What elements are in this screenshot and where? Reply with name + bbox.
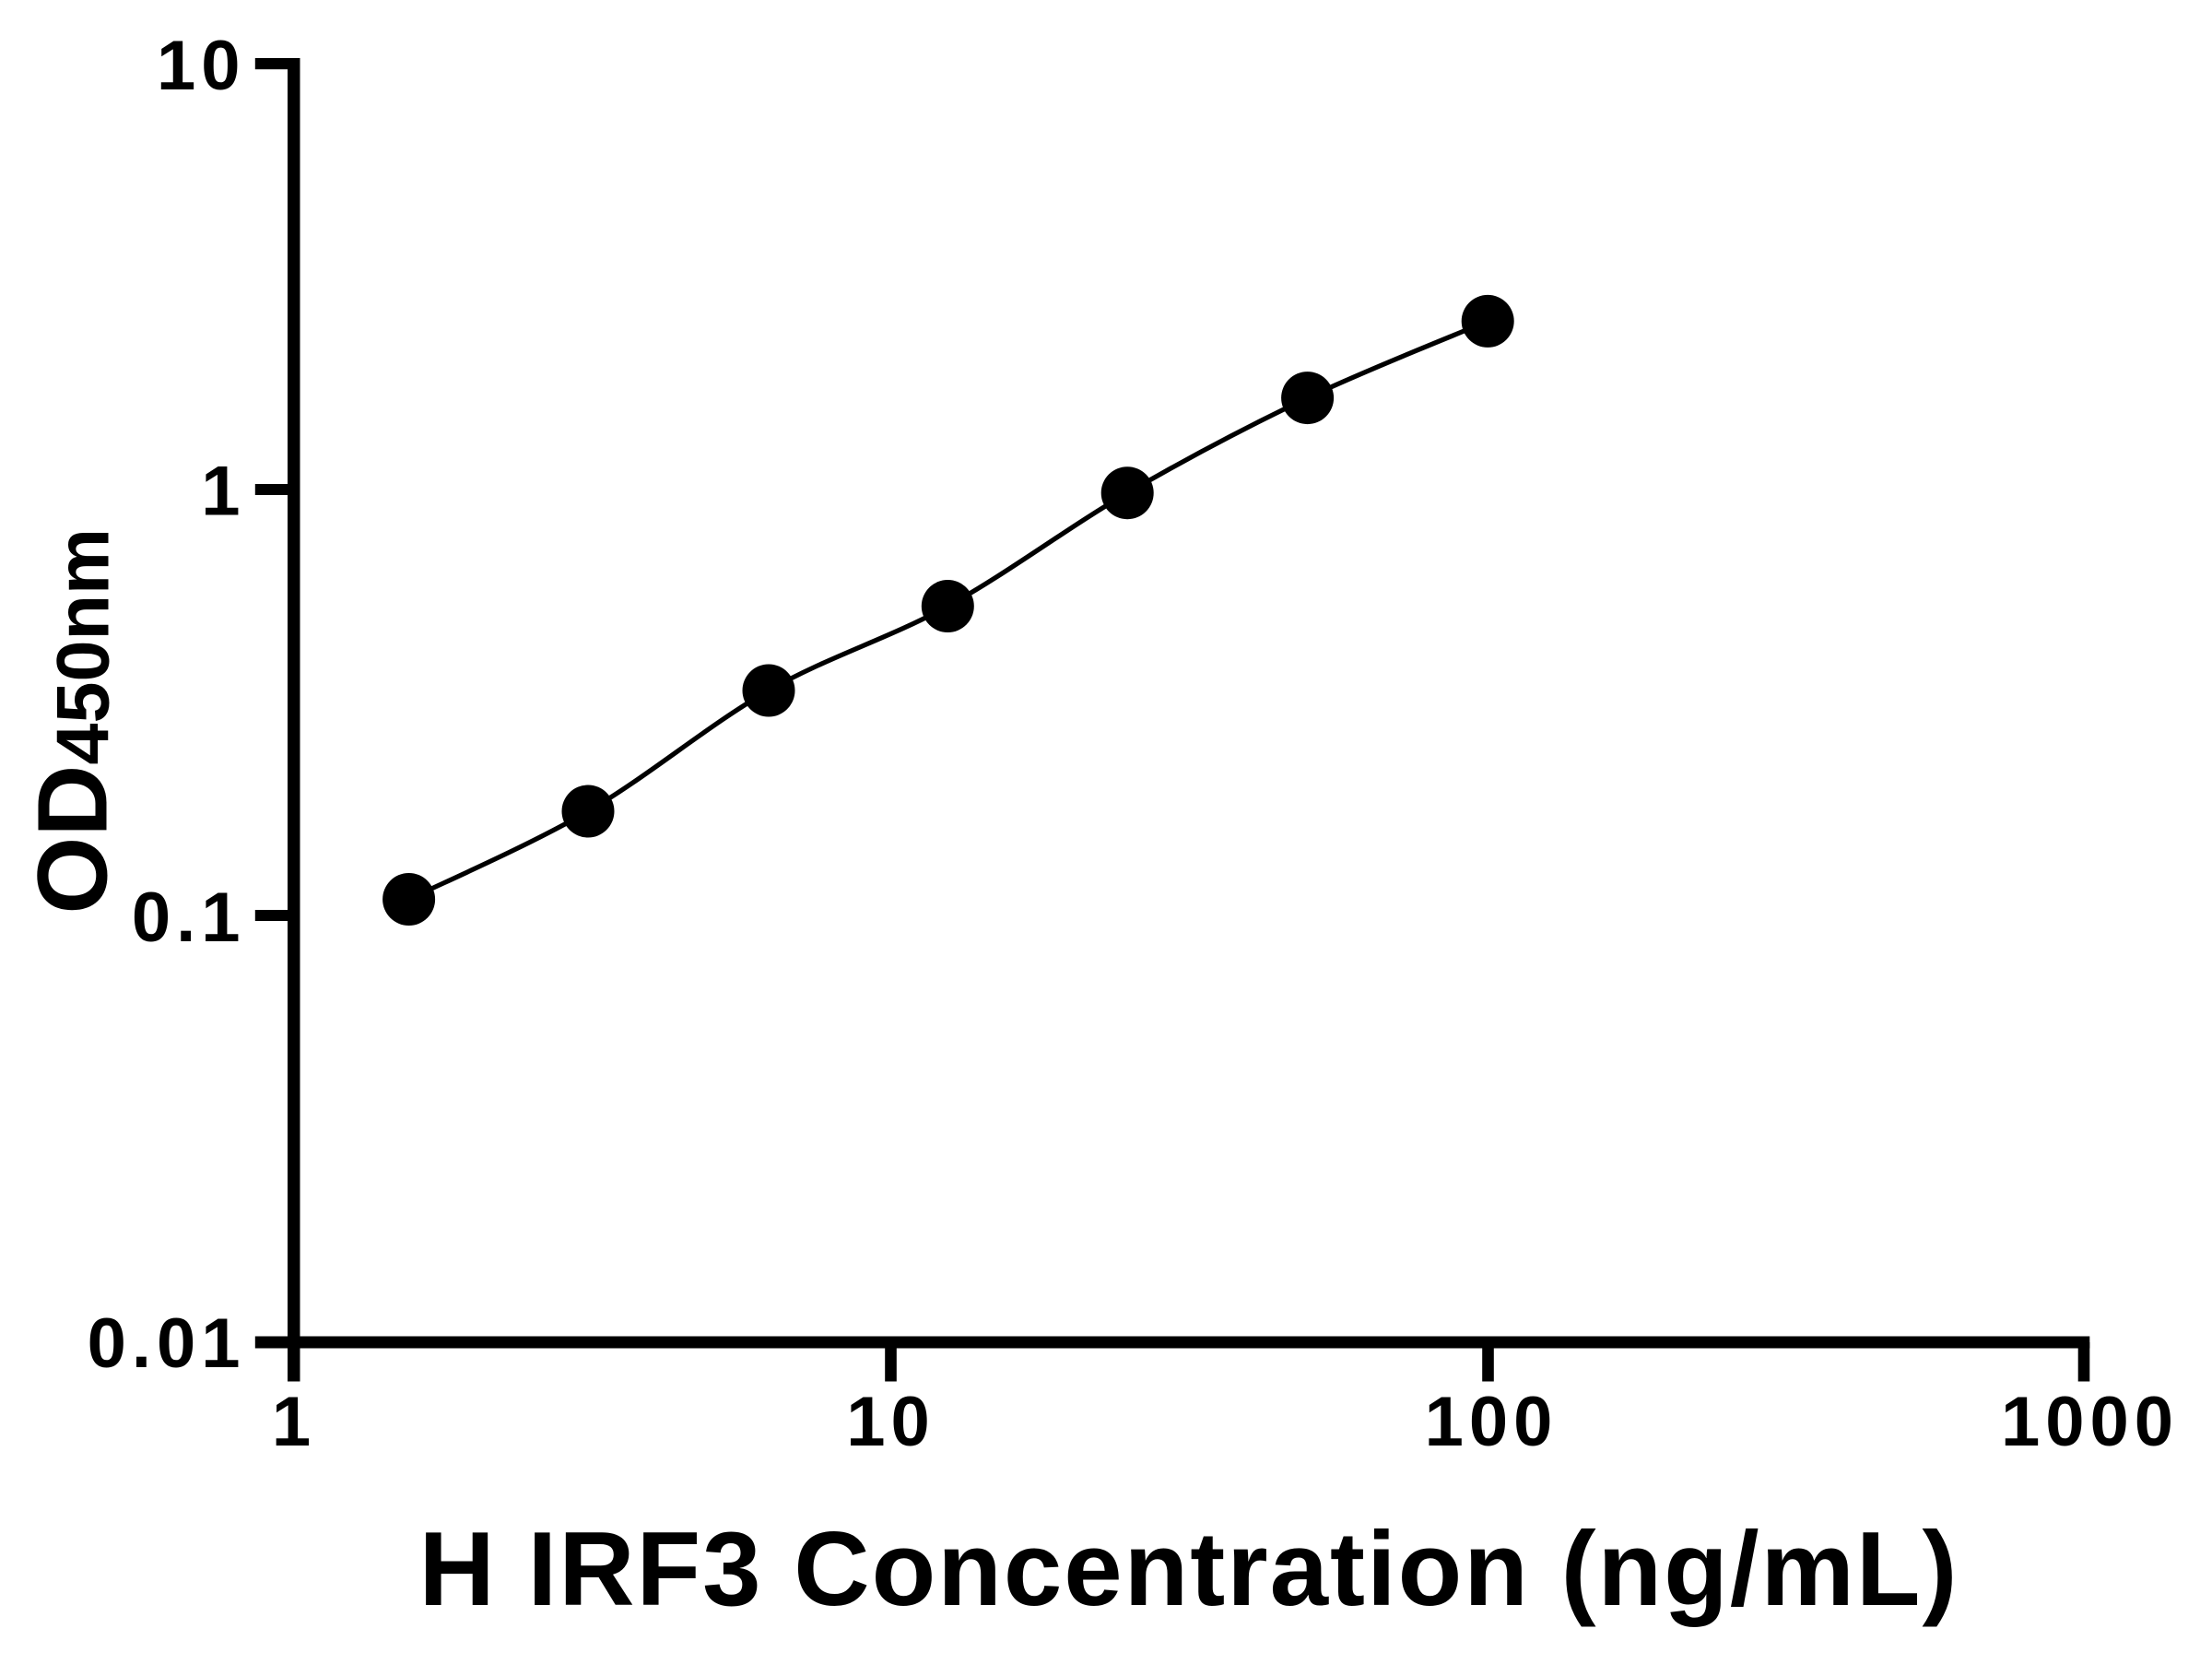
svg-text:10: 10: [157, 27, 246, 105]
svg-text:1000: 1000: [2001, 1383, 2179, 1461]
svg-text:OD450nm: OD450nm: [17, 528, 128, 915]
svg-text:0.1: 0.1: [132, 879, 246, 957]
svg-text:0.01: 0.01: [88, 1304, 246, 1383]
svg-text:100: 100: [1425, 1383, 1559, 1461]
svg-text:H IRF3 Concentration (ng/mL): H IRF3 Concentration (ng/mL): [419, 1511, 1959, 1628]
svg-text:10: 10: [846, 1383, 935, 1461]
svg-text:1: 1: [201, 453, 245, 531]
svg-text:1: 1: [272, 1383, 316, 1461]
